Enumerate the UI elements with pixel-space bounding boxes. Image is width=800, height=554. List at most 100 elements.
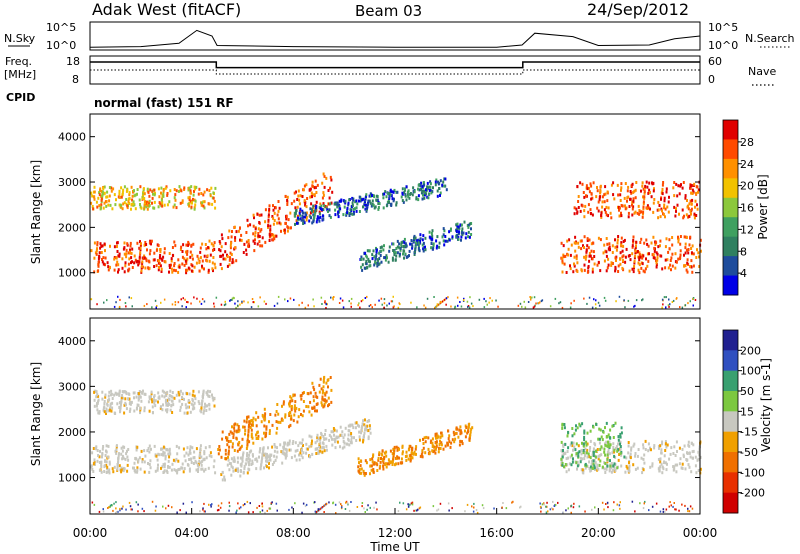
heatmap-cell <box>567 253 570 257</box>
heatmap-cell <box>168 450 171 454</box>
heatmap-cell <box>438 443 441 446</box>
heatmap-cell <box>676 203 679 207</box>
heatmap-cell <box>630 191 633 195</box>
heatmap-cell <box>389 449 392 453</box>
heatmap-cell <box>585 451 588 455</box>
heatmap-cell <box>460 305 463 308</box>
heatmap-cell <box>200 302 203 305</box>
heatmap-cell <box>634 249 637 253</box>
heatmap-cell <box>585 255 588 259</box>
heatmap-cell <box>429 182 432 186</box>
heatmap-cell <box>392 306 395 309</box>
heatmap-cell <box>228 229 231 233</box>
heatmap-cell <box>149 249 152 253</box>
colorbar-tick-label: 200 <box>740 344 761 357</box>
heatmap-cell <box>265 427 268 431</box>
heatmap-cell <box>143 256 146 260</box>
heatmap-cell <box>124 302 127 304</box>
heatmap-cell <box>364 200 366 204</box>
heatmap-cell <box>315 452 318 455</box>
heatmap-cell <box>269 507 271 510</box>
heatmap-cell <box>117 455 120 459</box>
heatmap-cell <box>162 403 164 407</box>
heatmap-cell <box>622 244 625 248</box>
heatmap-cell <box>264 208 267 212</box>
heatmap-cell <box>196 297 198 300</box>
heatmap-cell <box>580 457 583 461</box>
heatmap-cell <box>539 502 541 505</box>
heatmap-cell <box>648 252 650 256</box>
heatmap-cell <box>438 446 441 450</box>
heatmap-cell <box>116 241 118 245</box>
heatmap-cell <box>126 463 129 467</box>
heatmap-cell <box>98 411 101 415</box>
heatmap-cell <box>561 463 564 467</box>
heatmap-cell <box>98 510 101 513</box>
heatmap-cell <box>179 248 182 251</box>
heatmap-cell <box>439 502 442 505</box>
heatmap-cell <box>136 188 139 191</box>
heatmap-cell <box>149 466 152 470</box>
heatmap-cell <box>617 458 620 462</box>
heatmap-cell <box>584 462 587 466</box>
heatmap-cell <box>447 437 450 441</box>
heatmap-cell <box>305 218 308 222</box>
heatmap-cell <box>175 457 178 461</box>
heatmap-cell <box>656 252 659 256</box>
heatmap-cell <box>603 296 606 299</box>
heatmap-cell <box>631 200 634 204</box>
heatmap-cell <box>260 462 263 466</box>
heatmap-cell <box>598 463 601 467</box>
heatmap-cell <box>581 182 584 186</box>
heatmap-cell <box>323 404 326 408</box>
heatmap-cell <box>208 407 211 411</box>
heatmap-cell <box>664 510 666 513</box>
heatmap-cell <box>631 244 634 248</box>
heatmap-cell <box>316 436 319 439</box>
heatmap-cell <box>125 392 128 396</box>
heatmap-cell <box>425 435 428 439</box>
heatmap-cell <box>287 300 289 303</box>
heatmap-cell <box>200 406 203 410</box>
heatmap-cell <box>692 449 695 453</box>
heatmap-cell <box>131 194 134 198</box>
heatmap-cell <box>609 464 612 468</box>
heatmap-cell <box>155 505 157 508</box>
heatmap-cell <box>102 510 105 513</box>
heatmap-cell <box>137 460 140 464</box>
heatmap-cell <box>138 198 141 202</box>
heatmap-cell <box>611 262 614 265</box>
heatmap-cell <box>465 426 468 429</box>
heatmap-cell <box>240 469 242 473</box>
heatmap-cell <box>625 456 628 460</box>
heatmap-cell <box>95 404 98 408</box>
heatmap-cell <box>326 303 328 306</box>
heatmap-cell <box>154 299 157 302</box>
heatmap-cell <box>420 181 423 185</box>
heatmap-cell <box>353 207 356 211</box>
heatmap-cell <box>588 449 591 452</box>
heatmap-cell <box>401 450 404 454</box>
heatmap-cell <box>127 251 130 255</box>
heatmap-cell <box>561 259 564 263</box>
heatmap-cell <box>324 398 326 402</box>
heatmap-cell <box>230 464 233 468</box>
heatmap-cell <box>640 266 643 270</box>
heatmap-cell <box>100 197 103 201</box>
heatmap-cell <box>599 447 602 451</box>
heatmap-cell <box>181 250 184 253</box>
heatmap-cell <box>163 251 166 255</box>
colorbar-swatch <box>723 472 738 494</box>
heatmap-cell <box>113 193 116 197</box>
heatmap-cell <box>230 457 233 461</box>
heatmap-cell <box>291 506 293 509</box>
heatmap-cell <box>271 423 274 427</box>
heatmap-cell <box>590 242 593 246</box>
heatmap-cell <box>238 441 241 444</box>
noise-panel: N.Sky 10^5 10^0 10^5 10^0 N.Search <box>4 21 795 52</box>
heatmap-cell <box>251 436 254 440</box>
heatmap-cell <box>415 241 418 245</box>
heatmap-cell <box>297 221 300 225</box>
